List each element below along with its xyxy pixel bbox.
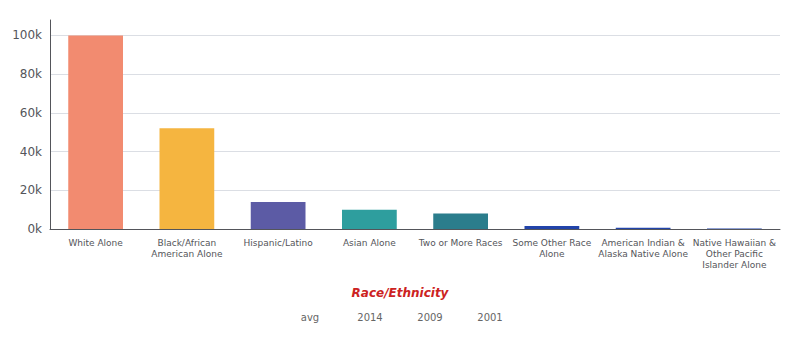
svg-text:2014: 2014	[357, 312, 382, 323]
svg-text:avg: avg	[301, 312, 319, 323]
svg-text:Some Other Race: Some Other Race	[512, 238, 591, 248]
svg-text:Islander Alone: Islander Alone	[702, 260, 767, 270]
svg-text:Native Hawaiian &: Native Hawaiian &	[693, 238, 776, 248]
svg-text:Asian Alone: Asian Alone	[343, 238, 396, 248]
svg-text:Two or More Races: Two or More Races	[418, 238, 503, 248]
svg-text:0k: 0k	[27, 222, 42, 236]
svg-text:60k: 60k	[20, 106, 42, 120]
svg-text:2009: 2009	[417, 312, 442, 323]
svg-text:80k: 80k	[20, 67, 42, 81]
svg-text:40k: 40k	[20, 145, 42, 159]
svg-text:Race/Ethnicity: Race/Ethnicity	[352, 286, 450, 300]
svg-text:Hispanic/Latino: Hispanic/Latino	[244, 238, 314, 248]
svg-text:American Indian &: American Indian &	[601, 238, 684, 248]
svg-text:20k: 20k	[20, 183, 42, 197]
svg-text:Alone: Alone	[539, 249, 565, 259]
svg-text:Alaska Native Alone: Alaska Native Alone	[598, 249, 688, 259]
svg-text:2001: 2001	[477, 312, 502, 323]
svg-text:100k: 100k	[12, 28, 42, 42]
svg-text:American Alone: American Alone	[151, 249, 223, 259]
svg-text:Black/African: Black/African	[157, 238, 216, 248]
svg-text:Other Pacific: Other Pacific	[706, 249, 763, 259]
svg-text:White Alone: White Alone	[68, 238, 123, 248]
